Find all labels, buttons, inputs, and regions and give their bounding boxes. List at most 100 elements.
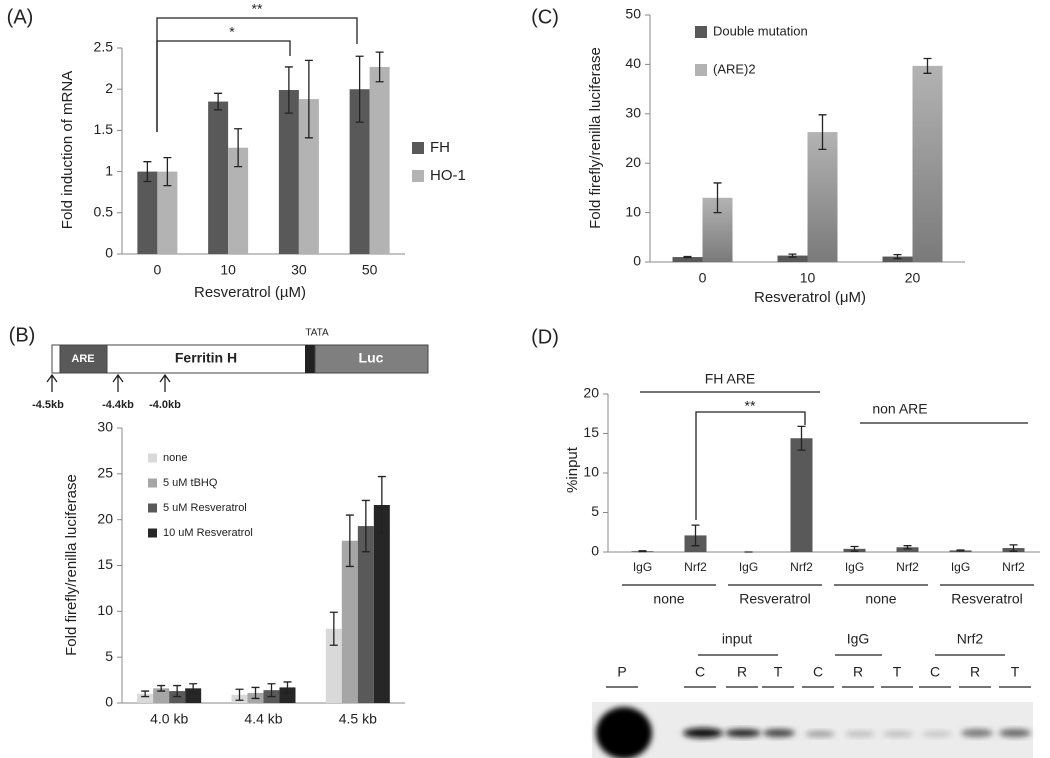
x-tick-label: Nrf2 bbox=[896, 560, 919, 574]
error-bar bbox=[375, 51, 384, 83]
y-tick-label: 10 bbox=[625, 203, 641, 219]
bar bbox=[341, 540, 358, 703]
bar bbox=[912, 65, 943, 263]
lane-label: C bbox=[930, 664, 940, 680]
lane-label: T bbox=[1011, 664, 1020, 680]
y-tick-label: 5 bbox=[591, 503, 599, 519]
bar bbox=[357, 526, 374, 703]
annotation: FH ARE bbox=[705, 371, 756, 387]
gel-image bbox=[592, 702, 1033, 758]
bar bbox=[672, 257, 703, 262]
y-tick-label: 20 bbox=[97, 510, 113, 526]
error-bar bbox=[818, 114, 827, 151]
band bbox=[763, 729, 795, 737]
bar bbox=[882, 256, 913, 262]
legend-swatch bbox=[412, 142, 424, 154]
x-tick-label: IgG bbox=[951, 560, 970, 574]
y-tick-label: 0 bbox=[105, 694, 113, 710]
error-bar bbox=[893, 253, 902, 260]
gel-group: input bbox=[722, 631, 752, 647]
group-label: Resveratrol bbox=[951, 591, 1023, 607]
band bbox=[725, 729, 761, 737]
element-label: ARE bbox=[71, 353, 94, 365]
x-tick-label: 20 bbox=[905, 270, 921, 286]
band bbox=[922, 731, 952, 737]
panel-label: (B) bbox=[9, 324, 36, 346]
legend-label: 5 uM tBHQ bbox=[163, 477, 218, 489]
y-tick-label: 15 bbox=[583, 424, 599, 440]
legend-label: (ARE)2 bbox=[713, 61, 756, 76]
gel-group: Nrf2 bbox=[957, 631, 984, 647]
error-bar bbox=[157, 684, 166, 692]
lane-label: R bbox=[853, 664, 863, 680]
x-tick-label: 4.0 kb bbox=[150, 711, 188, 727]
legend-swatch bbox=[148, 528, 157, 538]
annotation: non ARE bbox=[872, 401, 927, 417]
x-tick-label: 10 bbox=[220, 262, 236, 278]
x-axis-title: Resveratrol (μM) bbox=[754, 289, 866, 306]
y-tick-label: 10 bbox=[97, 602, 113, 618]
bar bbox=[777, 255, 808, 262]
panel-label: (A) bbox=[7, 6, 34, 28]
y-tick-label: 15 bbox=[97, 556, 113, 572]
error-bar bbox=[377, 475, 386, 535]
y-tick-label: 20 bbox=[625, 154, 641, 170]
legend-label: Double mutation bbox=[713, 23, 808, 38]
x-tick-label: Nrf2 bbox=[790, 560, 813, 574]
error-bar bbox=[691, 524, 700, 547]
y-tick-label: 25 bbox=[97, 465, 113, 481]
error-bar bbox=[355, 55, 364, 123]
x-tick-label: IgG bbox=[739, 560, 758, 574]
y-tick-label: 20 bbox=[583, 385, 599, 401]
error-bar bbox=[283, 681, 292, 694]
legend-label: 10 uM Resveratrol bbox=[163, 527, 253, 539]
bar bbox=[325, 628, 342, 703]
construct: ARE Ferritin H TATA Luc -4.5kb -4.4kb -4… bbox=[32, 328, 429, 411]
y-tick-label: 0 bbox=[105, 245, 113, 261]
y-tick-label: 0.5 bbox=[94, 204, 114, 220]
x-tick-label: 4.5 kb bbox=[339, 711, 377, 727]
x-axis-title: Resveratrol (µM) bbox=[194, 284, 306, 301]
bar bbox=[279, 687, 296, 703]
y-tick-label: 0 bbox=[591, 543, 599, 559]
legend-swatch bbox=[148, 503, 157, 513]
legend-label: 5 uM Resveratrol bbox=[163, 502, 247, 514]
y-tick-label: 30 bbox=[625, 105, 641, 121]
bar bbox=[208, 101, 229, 254]
position-label: -4.4kb bbox=[102, 399, 134, 411]
gel-group: IgG bbox=[847, 631, 870, 647]
x-tick-label: 30 bbox=[291, 262, 307, 278]
band bbox=[961, 729, 993, 737]
annotation: ** bbox=[745, 398, 756, 414]
element-label: Luc bbox=[359, 350, 384, 366]
error-bar bbox=[956, 549, 965, 552]
lane-label: T bbox=[774, 664, 783, 680]
error-bar bbox=[235, 688, 244, 701]
bar bbox=[369, 66, 390, 255]
y-tick-label: 50 bbox=[625, 6, 641, 22]
gel: input IgG Nrf2 P C R T C R T C R T bbox=[592, 631, 1033, 758]
bar bbox=[157, 171, 178, 254]
error-bar bbox=[214, 92, 223, 111]
error-bar bbox=[713, 182, 722, 214]
bar bbox=[137, 171, 158, 254]
bar bbox=[298, 99, 319, 254]
lane-label: R bbox=[970, 664, 980, 680]
error-bar bbox=[850, 545, 859, 552]
band bbox=[805, 731, 835, 737]
x-tick-label: IgG bbox=[845, 560, 864, 574]
legend-swatch bbox=[695, 26, 707, 38]
x-tick-label: 10 bbox=[800, 270, 816, 286]
bar bbox=[185, 688, 202, 703]
annotation: ** bbox=[252, 1, 263, 17]
error-bar bbox=[304, 59, 313, 139]
lane-label: P bbox=[617, 664, 626, 680]
y-tick-label: 30 bbox=[97, 419, 113, 435]
lane-label: R bbox=[737, 664, 747, 680]
error-bar bbox=[361, 499, 370, 553]
y-tick-label: 2 bbox=[105, 80, 113, 96]
lane-label: C bbox=[813, 664, 823, 680]
error-bar bbox=[189, 683, 198, 694]
legend-label: none bbox=[163, 452, 187, 464]
